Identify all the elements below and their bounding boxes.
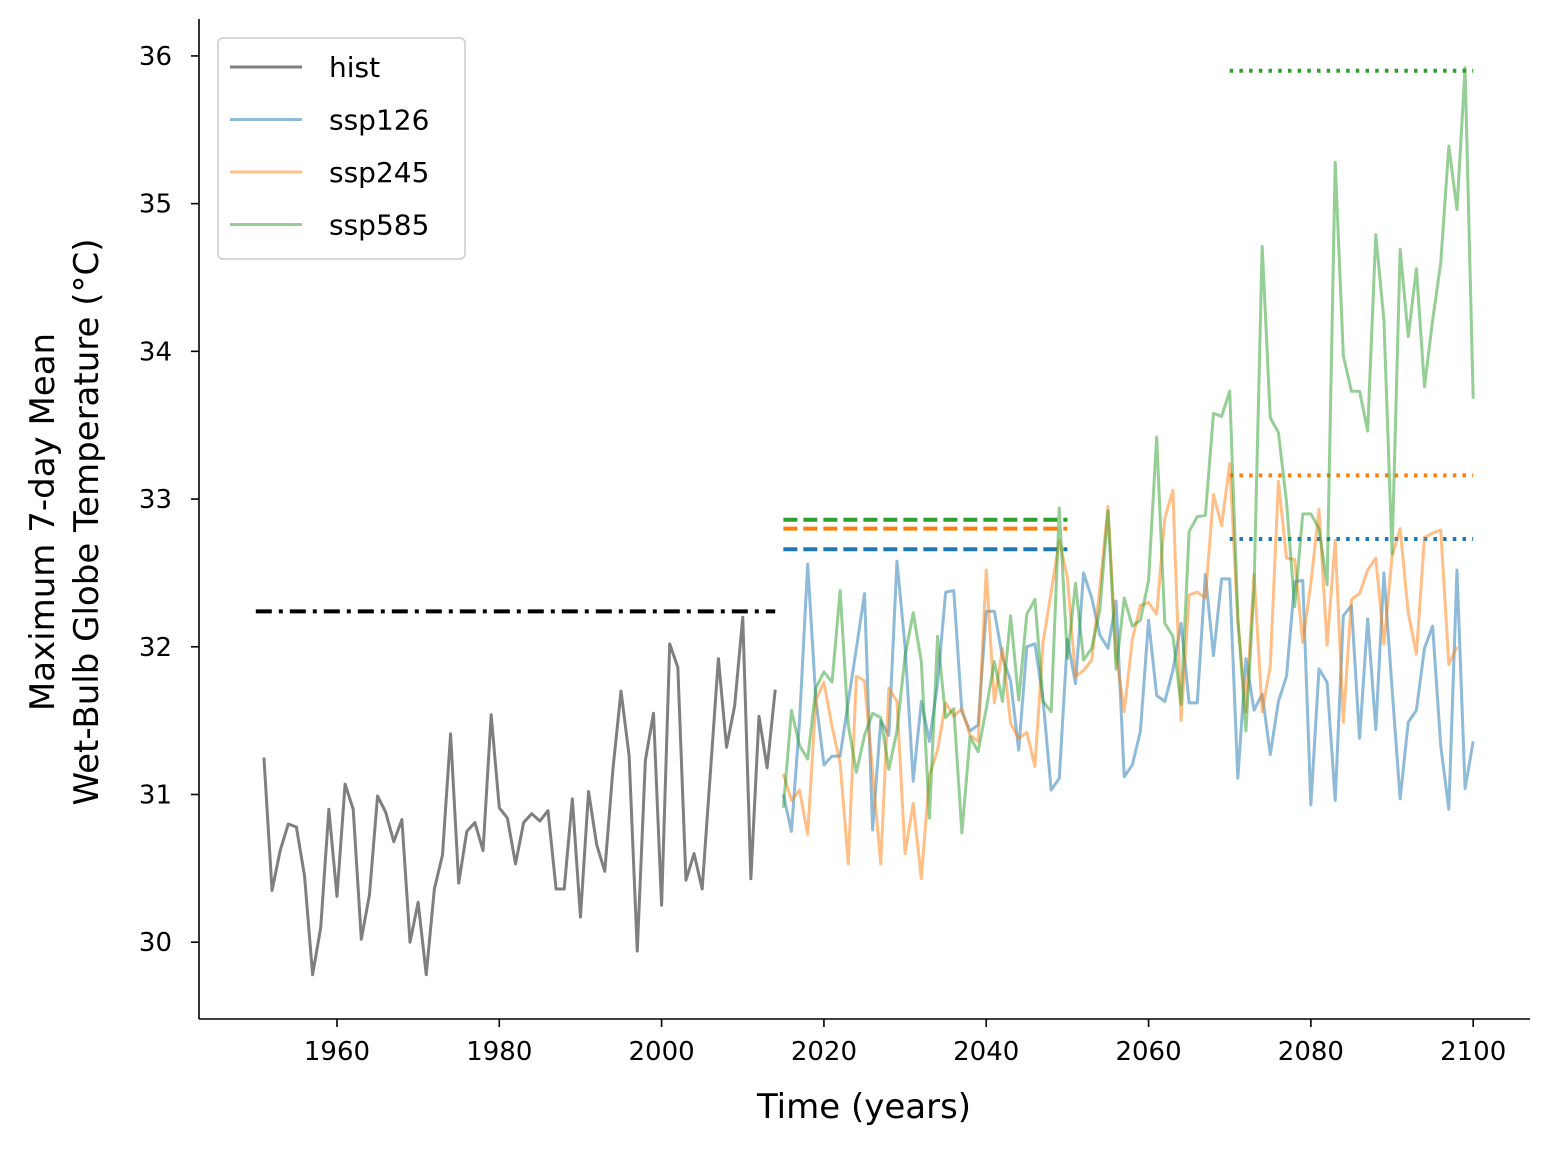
y-tick-label: 35 [139, 190, 172, 220]
x-tick-label: 2080 [1278, 1037, 1344, 1067]
legend-label-ssp126: ssp126 [329, 104, 429, 137]
y-tick-label: 31 [139, 780, 172, 810]
legend-label-ssp585: ssp585 [329, 209, 429, 242]
y-tick-label: 36 [139, 42, 172, 72]
x-tick-label: 2020 [791, 1037, 857, 1067]
y-tick-label: 34 [139, 337, 172, 367]
legend-label-ssp245: ssp245 [329, 156, 429, 189]
x-tick-label: 1980 [466, 1037, 532, 1067]
x-tick-label: 2100 [1440, 1037, 1506, 1067]
reference-lines [255, 68, 1474, 614]
x-ticks: 1960 1980 2000 2020 2040 2060 2080 2100 [304, 1019, 1506, 1067]
series-lines [262, 66, 1475, 977]
y-axis-title: Maximum 7-day Mean Wet-Bulb Globe Temper… [23, 239, 107, 806]
y-axis-title-line-1: Maximum 7-day Mean [23, 333, 63, 711]
x-axis-title: Time (years) [756, 1087, 971, 1127]
y-axis-title-line-2: Wet-Bulb Globe Temperature (°C) [67, 239, 107, 806]
x-tick-label: 1960 [304, 1037, 370, 1067]
legend-entries: hist ssp126 ssp245 ssp585 [230, 51, 429, 242]
y-ticks: 30 31 32 33 34 35 36 [139, 42, 199, 958]
x-tick-label: 2000 [629, 1037, 695, 1067]
plot-area [255, 66, 1475, 977]
x-tick-label: 2060 [1115, 1037, 1181, 1067]
axes: 1960 1980 2000 2020 2040 2060 2080 2100 3031323… [139, 19, 1530, 1067]
y-tick-label: 30 [139, 928, 172, 958]
legend: hist ssp126 ssp245 ssp585 [217, 37, 466, 260]
series-line-hist [262, 615, 777, 977]
series-line-ssp585 [781, 66, 1475, 835]
legend-frame [217, 37, 466, 260]
series-line-ssp126 [781, 559, 1475, 833]
y-tick-label: 32 [139, 633, 172, 663]
x-tick-label: 2040 [953, 1037, 1019, 1067]
series-line-ssp245 [781, 462, 1459, 881]
y-tick-label: 33 [139, 485, 172, 515]
legend-label-hist: hist [329, 51, 380, 84]
